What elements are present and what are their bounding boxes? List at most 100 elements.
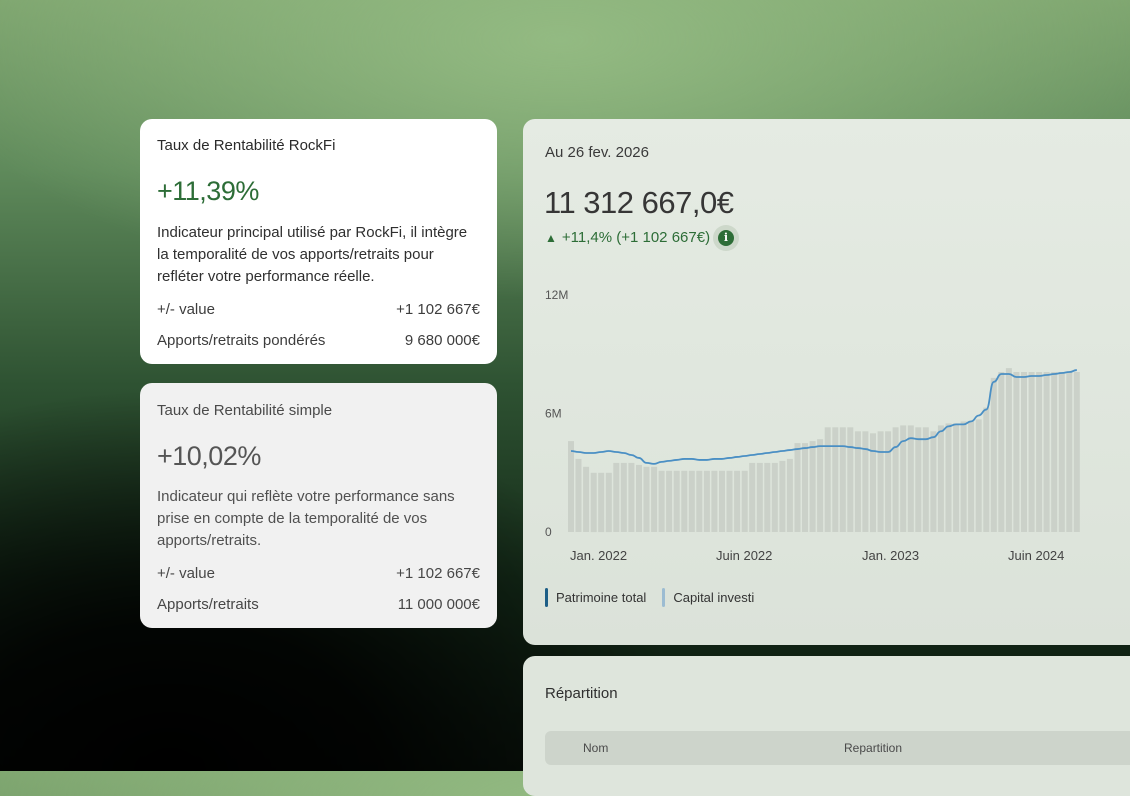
legend-patrimoine[interactable]: Patrimoine total bbox=[545, 588, 646, 607]
repartition-panel: Répartition Nom Repartition bbox=[523, 656, 1130, 796]
capital-bar bbox=[719, 470, 725, 532]
legend-capital[interactable]: Capital investi bbox=[662, 588, 754, 607]
capital-bar bbox=[1051, 372, 1058, 532]
capital-bar bbox=[636, 464, 642, 532]
legend-swatch-patrimoine bbox=[545, 588, 548, 607]
capital-bar bbox=[726, 470, 733, 532]
rockfi-row-weighted: Apports/retraits pondérés 9 680 000€ bbox=[157, 331, 480, 351]
capital-bar bbox=[975, 419, 982, 532]
capital-bar bbox=[1021, 372, 1027, 532]
simple-row-value-label: +/- value bbox=[157, 565, 215, 582]
capital-bar bbox=[741, 470, 748, 532]
simple-row-contrib: Apports/retraits 11 000 000€ bbox=[157, 595, 480, 615]
portfolio-delta-text: +11,4% (+1 102 667€) bbox=[561, 229, 711, 246]
capital-bars bbox=[568, 368, 1080, 533]
capital-bar bbox=[583, 466, 590, 532]
capital-bar bbox=[688, 470, 695, 532]
capital-bar bbox=[658, 470, 665, 532]
simple-row-contrib-amount: 11 000 000€ bbox=[397, 596, 480, 613]
capital-bar bbox=[870, 433, 876, 533]
y-tick-label: 6M bbox=[545, 407, 562, 421]
capital-bar bbox=[937, 425, 944, 532]
capital-bar bbox=[892, 427, 899, 532]
x-tick-label: Juin 2022 bbox=[716, 548, 772, 563]
capital-bar bbox=[756, 462, 763, 532]
repartition-table-header: Nom Repartition bbox=[545, 731, 1130, 765]
capital-bar bbox=[696, 470, 703, 532]
capital-bar bbox=[598, 472, 605, 533]
capital-bar bbox=[1036, 372, 1043, 532]
capital-bar bbox=[847, 427, 854, 532]
rockfi-row-weighted-label: Apports/retraits pondérés bbox=[157, 332, 326, 349]
capital-bar bbox=[862, 431, 869, 532]
portfolio-delta: ▲ +11,4% (+1 102 667€) bbox=[545, 229, 710, 246]
capital-bar bbox=[605, 472, 612, 533]
capital-bar bbox=[809, 441, 816, 532]
capital-bar bbox=[854, 431, 861, 532]
capital-bar bbox=[802, 443, 808, 532]
simple-row-contrib-label: Apports/retraits bbox=[157, 596, 259, 613]
capital-bar bbox=[764, 462, 771, 532]
info-icon: i bbox=[718, 230, 734, 246]
capital-bar bbox=[983, 407, 990, 532]
capital-bar bbox=[666, 470, 673, 532]
capital-bar bbox=[877, 431, 884, 532]
rockfi-card-title: Taux de Rentabilité RockFi bbox=[157, 137, 336, 154]
capital-bar bbox=[817, 439, 824, 532]
rockfi-return-card: Taux de Rentabilité RockFi +11,39% Indic… bbox=[140, 119, 497, 364]
portfolio-chart-panel: Au 26 fev. 2026 11 312 667,0€ ▲ +11,4% (… bbox=[523, 119, 1130, 645]
capital-bar bbox=[681, 470, 688, 532]
capital-bar bbox=[628, 462, 635, 532]
portfolio-total-value: 11 312 667,0€ bbox=[544, 185, 734, 220]
column-header-repartition[interactable]: Repartition bbox=[844, 741, 903, 755]
simple-percentage: +10,02% bbox=[157, 441, 261, 471]
capital-bar bbox=[915, 427, 922, 532]
capital-bar bbox=[945, 423, 952, 532]
rockfi-row-weighted-amount: 9 680 000€ bbox=[404, 332, 480, 349]
capital-bar bbox=[953, 423, 960, 532]
capital-bar bbox=[832, 427, 839, 532]
rockfi-percentage: +11,39% bbox=[157, 176, 259, 206]
capital-bar bbox=[749, 462, 756, 532]
capital-bar bbox=[613, 462, 620, 532]
x-tick-label: Jan. 2022 bbox=[570, 548, 627, 563]
info-button[interactable]: i bbox=[713, 225, 739, 251]
capital-bar bbox=[900, 425, 907, 532]
up-triangle-icon: ▲ bbox=[545, 230, 557, 245]
y-axis-labels: 12M 6M 0 bbox=[545, 288, 568, 539]
capital-bar bbox=[839, 427, 846, 532]
capital-bar bbox=[575, 458, 582, 532]
capital-bar bbox=[734, 470, 741, 532]
legend-label-patrimoine: Patrimoine total bbox=[556, 590, 647, 605]
capital-bar bbox=[990, 377, 997, 532]
capital-bar bbox=[779, 460, 786, 532]
simple-return-card: Taux de Rentabilité simple +10,02% Indic… bbox=[140, 383, 497, 628]
capital-bar bbox=[1058, 372, 1065, 532]
repartition-title: Répartition bbox=[545, 685, 618, 702]
capital-bar bbox=[771, 462, 778, 532]
x-axis-labels: Jan. 2022 Juin 2022 Jan. 2023 Juin 2024 bbox=[570, 548, 1064, 563]
capital-bar bbox=[968, 421, 975, 532]
capital-bar bbox=[930, 431, 937, 532]
capital-bar bbox=[998, 372, 1005, 532]
legend-swatch-capital bbox=[662, 588, 666, 607]
simple-card-title: Taux de Rentabilité simple bbox=[157, 402, 333, 419]
capital-bar bbox=[1043, 372, 1050, 532]
simple-row-value-amount: +1 102 667€ bbox=[396, 565, 480, 582]
capital-bar bbox=[794, 443, 801, 532]
simple-description: Indicateur qui reflète votre performance… bbox=[157, 488, 455, 549]
portfolio-chart: 12M 6M 0 Jan. 2022 Juin 2022 Jan. 2023 Juin 2… bbox=[545, 288, 1080, 563]
capital-bar bbox=[711, 470, 718, 532]
portfolio-date: Au 26 fev. 2026 bbox=[545, 144, 649, 161]
capital-bar bbox=[1066, 372, 1073, 532]
capital-bar bbox=[824, 427, 831, 532]
x-tick-label: Jan. 2023 bbox=[862, 548, 919, 563]
legend-label-capital: Capital investi bbox=[673, 590, 755, 605]
rockfi-description: Indicateur principal utilisé par RockFi,… bbox=[157, 224, 468, 285]
capital-bar bbox=[703, 470, 710, 532]
capital-bar bbox=[1013, 372, 1020, 532]
chart-legend: Patrimoine total Capital investi bbox=[545, 588, 754, 607]
column-header-nom[interactable]: Nom bbox=[583, 741, 609, 755]
capital-bar bbox=[1005, 368, 1012, 532]
patrimoine-line bbox=[570, 369, 1077, 465]
